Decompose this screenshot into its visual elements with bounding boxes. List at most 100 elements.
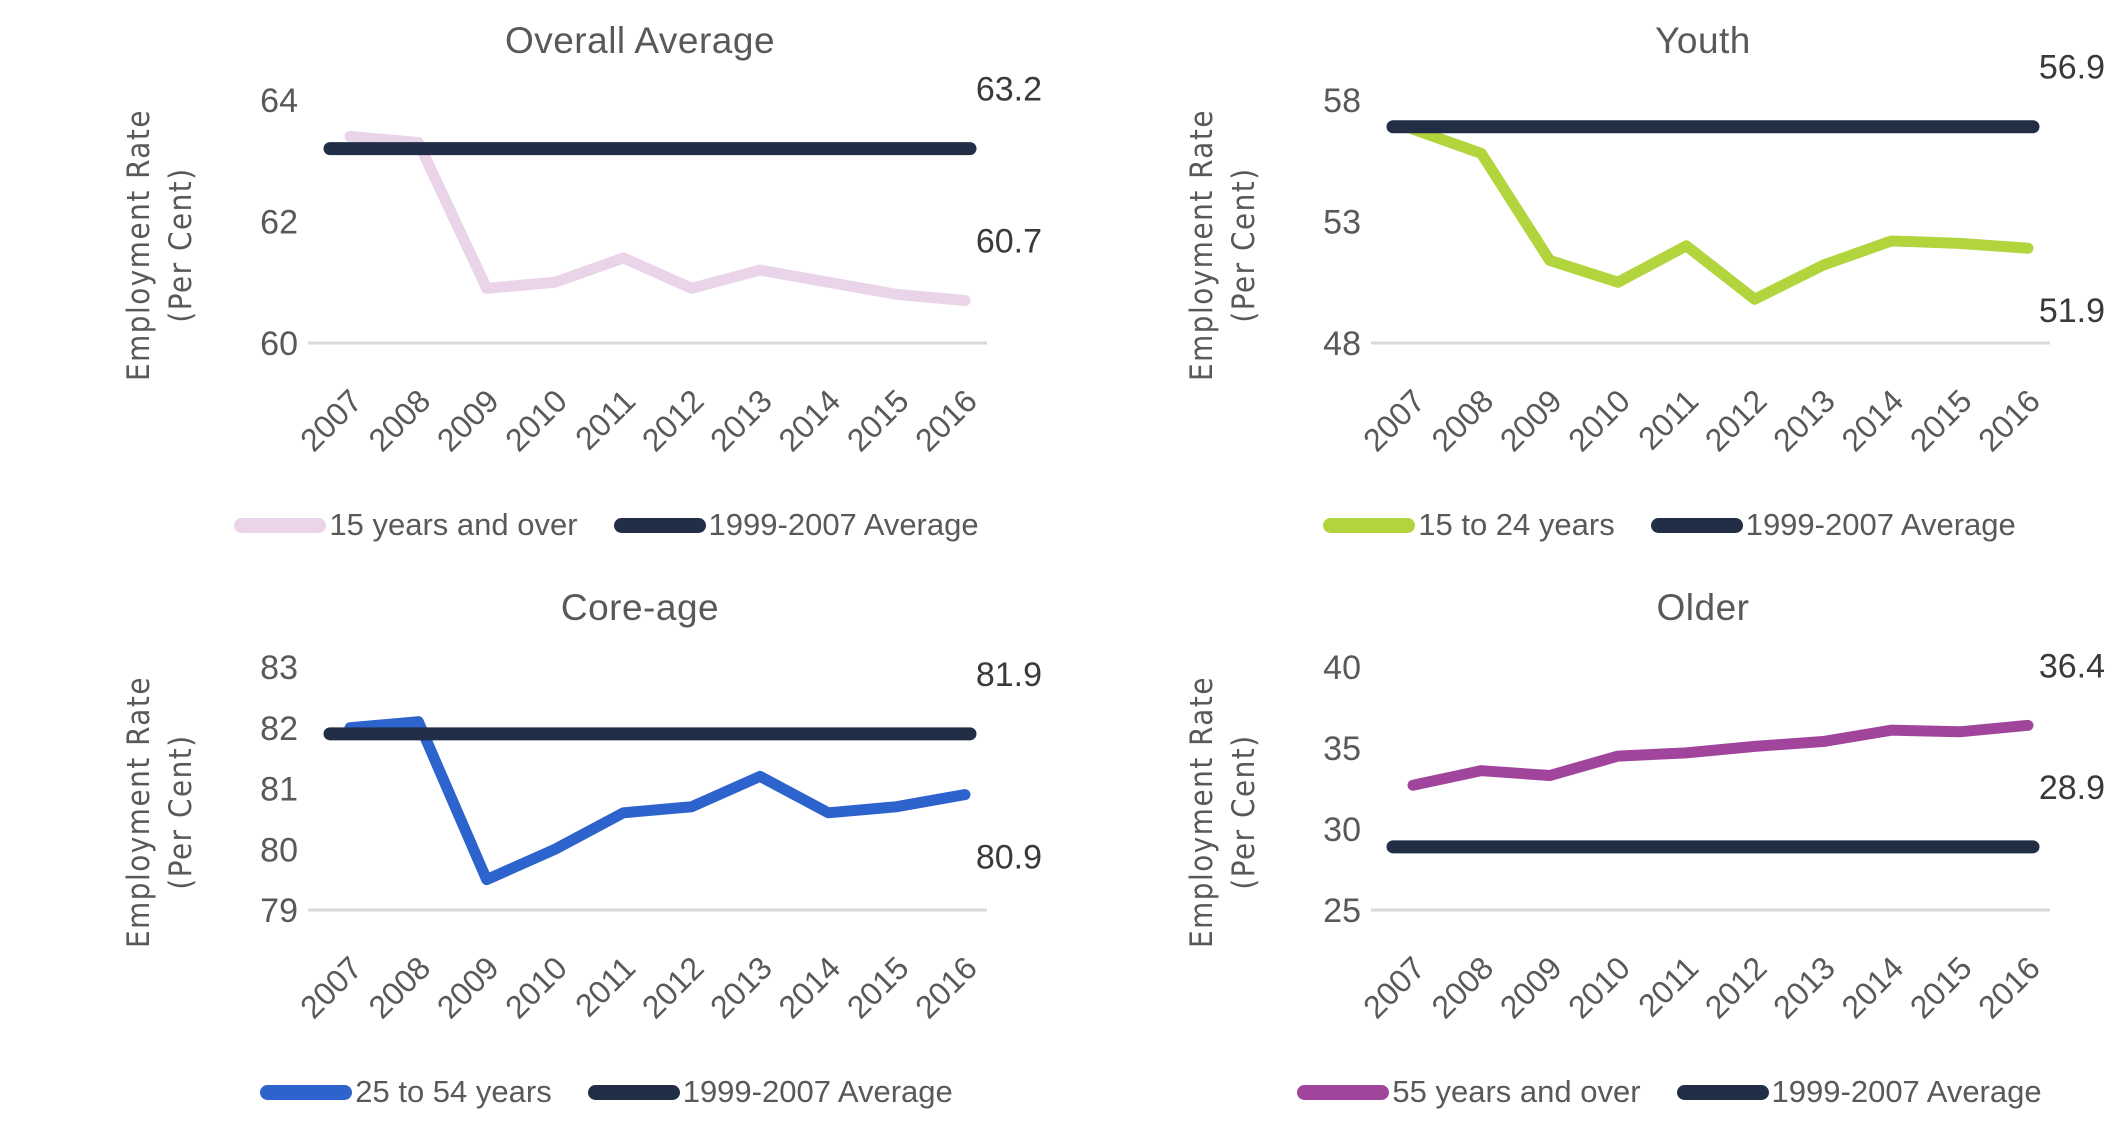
x-tick-label: 2012 bbox=[1698, 949, 1774, 1025]
x-tick-label: 2013 bbox=[703, 949, 779, 1025]
x-tick-label: 2011 bbox=[568, 949, 642, 1023]
x-tick-label: 2015 bbox=[840, 949, 916, 1025]
legend-item-average: 1999-2007 Average bbox=[587, 1074, 953, 1110]
x-tick-label: 2013 bbox=[703, 382, 779, 458]
legend-label-average: 1999-2007 Average bbox=[682, 1074, 953, 1109]
chart-legend: 55 years and over 1999-2007 Average bbox=[1243, 1074, 2096, 1110]
x-tick-label: 2010 bbox=[1561, 949, 1637, 1025]
x-tick-label: 2016 bbox=[1971, 382, 2047, 458]
y-tick-label: 64 bbox=[260, 82, 298, 120]
y-tick-label: 60 bbox=[260, 325, 298, 363]
x-tick-label: 2013 bbox=[1766, 949, 1842, 1025]
chart-canvas: 6462602007200820092010201120122013201420… bbox=[260, 71, 1042, 459]
series-line bbox=[344, 130, 971, 306]
legend-item-series: 55 years and over bbox=[1297, 1074, 1641, 1110]
legend-swatch-series bbox=[1297, 1084, 1390, 1100]
x-tick-label: 2014 bbox=[1834, 949, 1910, 1025]
data-label: 81.9 bbox=[976, 656, 1042, 694]
x-tick-label: 2007 bbox=[1356, 949, 1432, 1025]
x-tick-label: 2015 bbox=[840, 382, 916, 458]
x-tick-label: 2009 bbox=[1493, 382, 1569, 458]
legend-swatch-average bbox=[613, 517, 706, 533]
x-tick-label: 2013 bbox=[1766, 382, 1842, 458]
legend-item-series: 15 to 24 years bbox=[1323, 507, 1615, 543]
legend-label-series: 55 years and over bbox=[1392, 1074, 1641, 1109]
y-tick-label: 48 bbox=[1323, 325, 1361, 363]
x-tick-label: 2010 bbox=[498, 382, 574, 458]
series-line bbox=[1407, 719, 2034, 791]
legend-swatch-series bbox=[260, 1084, 353, 1100]
x-tick-label: 2007 bbox=[293, 382, 369, 458]
data-label: 28.9 bbox=[2039, 769, 2105, 807]
legend-label-average: 1999-2007 Average bbox=[708, 507, 979, 542]
x-tick-label: 2012 bbox=[635, 949, 711, 1025]
y-tick-label: 53 bbox=[1323, 204, 1361, 242]
x-tick-label: 2014 bbox=[771, 949, 847, 1025]
x-tick-label: 2014 bbox=[1834, 382, 1910, 458]
legend-item-average: 1999-2007 Average bbox=[1676, 1074, 2042, 1110]
y-tick-label: 83 bbox=[260, 649, 298, 687]
data-label: 63.2 bbox=[976, 71, 1042, 109]
x-tick-label: 2008 bbox=[361, 382, 437, 458]
x-tick-label: 2016 bbox=[908, 949, 984, 1025]
y-tick-label: 62 bbox=[260, 204, 298, 242]
x-tick-label: 2011 bbox=[568, 382, 642, 456]
chart-canvas: 5853482007200820092010201120122013201420… bbox=[1323, 49, 2105, 459]
y-tick-label: 35 bbox=[1323, 730, 1361, 768]
chart-title: Youth bbox=[1655, 20, 1751, 61]
legend-swatch-average bbox=[1676, 1084, 1769, 1100]
legend-label-series: 15 years and over bbox=[329, 507, 578, 542]
data-label: 36.4 bbox=[2039, 647, 2105, 685]
chart-title: Core-age bbox=[560, 587, 720, 628]
chart-panel-core-age: Core-age Employment Rate (Per Cent) 83 82… bbox=[0, 567, 1063, 1134]
chart-legend: 15 to 24 years 1999-2007 Average bbox=[1243, 507, 2096, 543]
chart-panel-youth: Youth Employment Rate (Per Cent) 58 53 48 2… bbox=[1063, 0, 2126, 567]
x-tick-label: 2007 bbox=[293, 949, 369, 1025]
x-tick-label: 2010 bbox=[498, 949, 574, 1025]
series-line bbox=[344, 716, 971, 886]
x-tick-label: 2008 bbox=[1424, 949, 1500, 1025]
legend-swatch-average bbox=[587, 1084, 680, 1100]
legend-label-series: 25 to 54 years bbox=[355, 1074, 552, 1109]
x-tick-label: 2007 bbox=[1356, 382, 1432, 458]
chart-legend: 25 to 54 years 1999-2007 Average bbox=[180, 1074, 1033, 1110]
x-tick-label: 2012 bbox=[635, 382, 711, 458]
y-tick-label: 80 bbox=[260, 831, 298, 869]
data-label: 51.9 bbox=[2039, 292, 2105, 330]
chart-legend: 15 years and over 1999-2007 Average bbox=[180, 507, 1033, 543]
y-tick-label: 82 bbox=[260, 710, 298, 748]
legend-swatch-series bbox=[1323, 517, 1416, 533]
y-tick-label: 25 bbox=[1323, 892, 1361, 930]
x-tick-label: 2009 bbox=[430, 949, 506, 1025]
x-tick-label: 2011 bbox=[1631, 382, 1705, 456]
y-tick-label: 79 bbox=[260, 892, 298, 930]
x-tick-label: 2015 bbox=[1903, 949, 1979, 1025]
x-tick-label: 2016 bbox=[1971, 949, 2047, 1025]
x-tick-label: 2010 bbox=[1561, 382, 1637, 458]
legend-label-average: 1999-2007 Average bbox=[1745, 507, 2016, 542]
series-line bbox=[1407, 123, 2034, 305]
legend-swatch-average bbox=[1650, 517, 1743, 533]
legend-item-average: 1999-2007 Average bbox=[1650, 507, 2016, 543]
x-tick-label: 2011 bbox=[1631, 949, 1705, 1023]
x-tick-label: 2016 bbox=[908, 382, 984, 458]
legend-item-series: 15 years and over bbox=[234, 507, 578, 543]
data-label: 80.9 bbox=[976, 839, 1042, 877]
chart-canvas: 8382818079200720082009201020112012201320… bbox=[260, 649, 1042, 1025]
x-tick-label: 2014 bbox=[771, 382, 847, 458]
legend-swatch-series bbox=[234, 517, 327, 533]
x-tick-label: 2015 bbox=[1903, 382, 1979, 458]
chart-panel-older: Older Employment Rate (Per Cent) 40 35 30 2… bbox=[1063, 567, 2126, 1134]
legend-item-average: 1999-2007 Average bbox=[613, 507, 979, 543]
legend-item-series: 25 to 54 years bbox=[260, 1074, 552, 1110]
legend-label-series: 15 to 24 years bbox=[1418, 507, 1615, 542]
y-tick-label: 40 bbox=[1323, 649, 1361, 687]
x-tick-label: 2008 bbox=[1424, 382, 1500, 458]
y-tick-label: 81 bbox=[260, 771, 298, 809]
x-tick-label: 2008 bbox=[361, 949, 437, 1025]
chart-canvas: 40 35 30 25 20072008200920102011201220132014… bbox=[1323, 647, 2105, 1025]
y-tick-label: 30 bbox=[1323, 811, 1361, 849]
chart-panel-overall-average: Overall Average Employment Rate (Per Cen… bbox=[0, 0, 1063, 567]
chart-title: Older bbox=[1656, 587, 1750, 628]
